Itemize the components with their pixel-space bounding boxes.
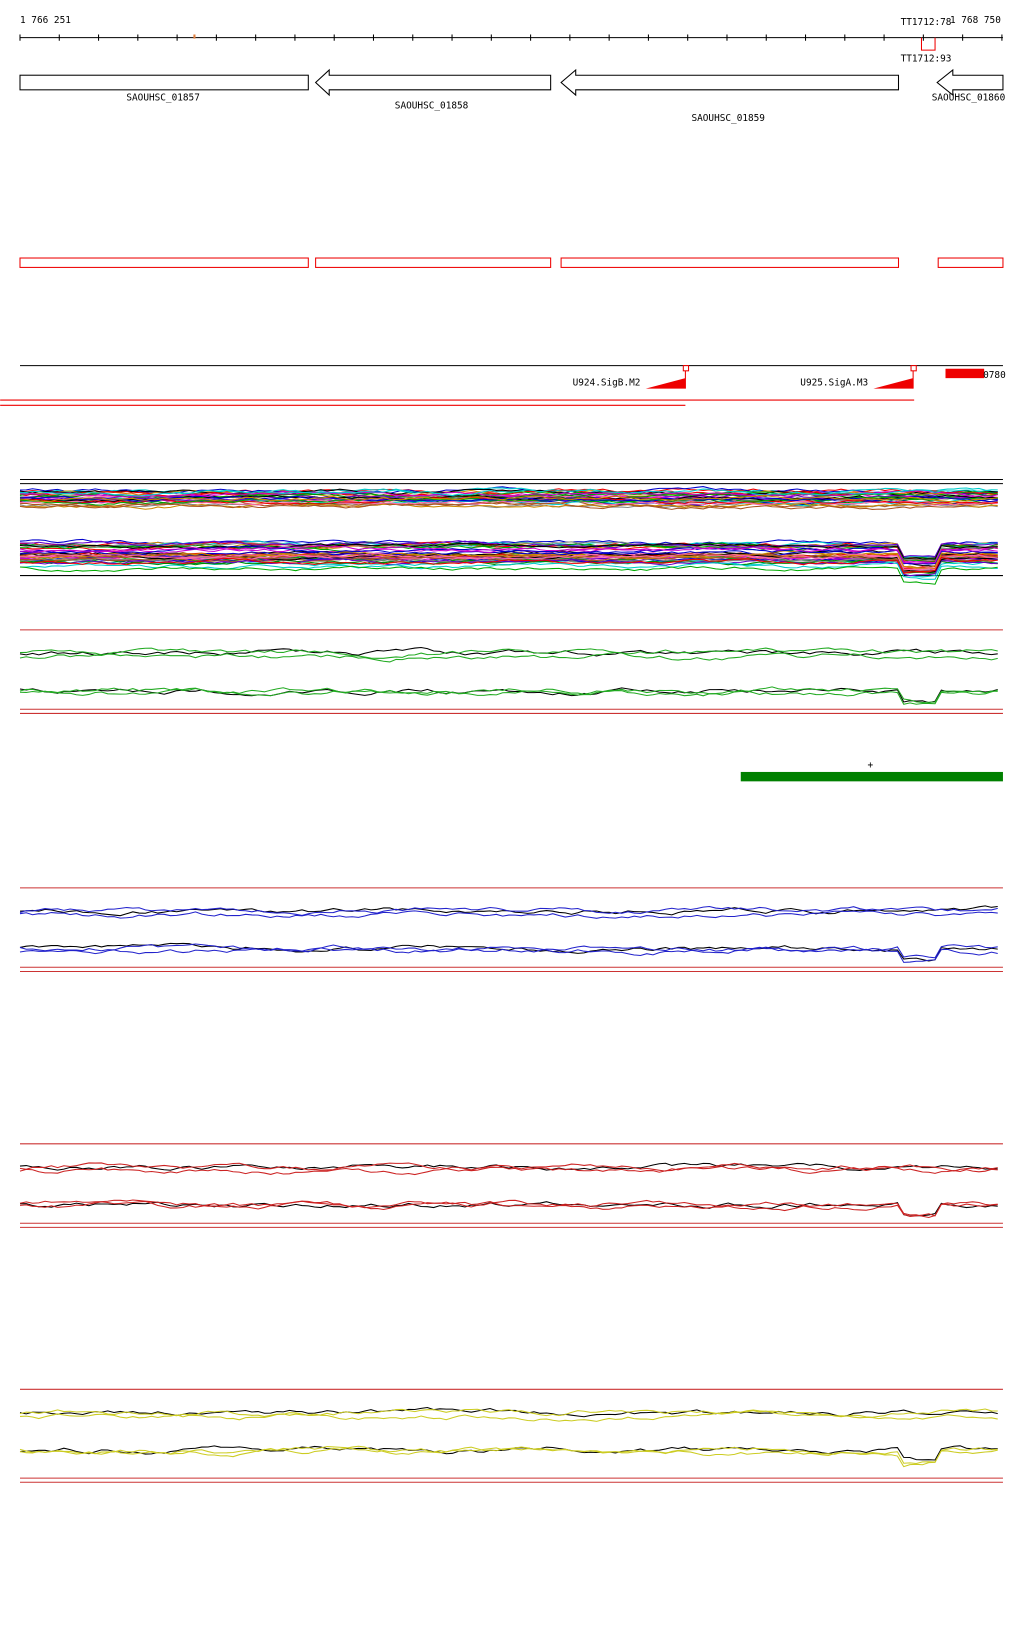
gene-label: SAOUHSC_01857 <box>126 92 200 103</box>
feature <box>945 368 985 379</box>
track-line <box>19 502 998 510</box>
ruler <box>19 34 1003 41</box>
track-line <box>19 565 998 585</box>
gene <box>19 74 309 91</box>
promoter-label: U924.SigB.M2 <box>573 377 641 388</box>
genes <box>19 68 1004 97</box>
gene <box>560 68 900 97</box>
track-line <box>19 501 998 510</box>
track-line <box>19 651 998 663</box>
feature-label: 0780 <box>983 370 1006 381</box>
ruler-start: 1 766 251 <box>20 15 71 26</box>
track-line <box>19 488 998 497</box>
track-line <box>19 1162 998 1171</box>
terminator-label: TT1712:93 <box>901 54 952 65</box>
strand-label: + <box>867 760 873 771</box>
track-line <box>19 945 998 963</box>
gene-label: SAOUHSC_01859 <box>691 113 765 124</box>
cds <box>19 257 309 268</box>
strand-bar <box>740 771 1003 782</box>
expression-tracks <box>19 478 1003 1483</box>
track-line <box>19 943 998 959</box>
track-line <box>19 540 998 558</box>
track-line <box>19 647 998 657</box>
cds <box>315 257 552 268</box>
track-line <box>19 561 998 580</box>
gene-label: SAOUHSC_01860 <box>932 92 1006 103</box>
promoter-tss <box>682 365 690 372</box>
track-line <box>19 490 998 498</box>
track-line <box>19 647 998 659</box>
promoter <box>873 378 914 389</box>
cds <box>560 257 900 268</box>
ruler-marker <box>193 34 196 39</box>
terminator <box>920 37 936 51</box>
track-line <box>19 545 998 564</box>
track-line <box>19 687 998 705</box>
cds-track <box>19 257 1004 268</box>
track-line <box>19 552 998 574</box>
cds <box>937 257 1004 268</box>
track-line <box>19 486 998 496</box>
track-line <box>19 905 998 916</box>
track-line <box>19 1165 998 1176</box>
terminator-label: TT1712:78 <box>901 17 952 28</box>
promoter-label: U925.SigA.M3 <box>800 377 868 388</box>
track-line <box>19 556 998 574</box>
track-line <box>19 686 998 704</box>
track-line <box>19 1445 998 1461</box>
gene <box>314 68 552 97</box>
gene <box>936 68 1004 97</box>
promoter <box>645 378 686 389</box>
track-line <box>19 558 998 577</box>
promoter-tss <box>910 365 917 372</box>
track-line <box>19 1410 998 1422</box>
ruler-end: 1 768 750 <box>950 15 1001 26</box>
track-line <box>19 1200 998 1217</box>
track-line <box>19 910 998 919</box>
gene-label: SAOUHSC_01858 <box>395 101 469 112</box>
track-line <box>19 1199 998 1219</box>
track-line <box>19 552 998 571</box>
track-line <box>19 495 998 503</box>
track-line <box>19 1162 998 1172</box>
track-line <box>19 1445 998 1468</box>
